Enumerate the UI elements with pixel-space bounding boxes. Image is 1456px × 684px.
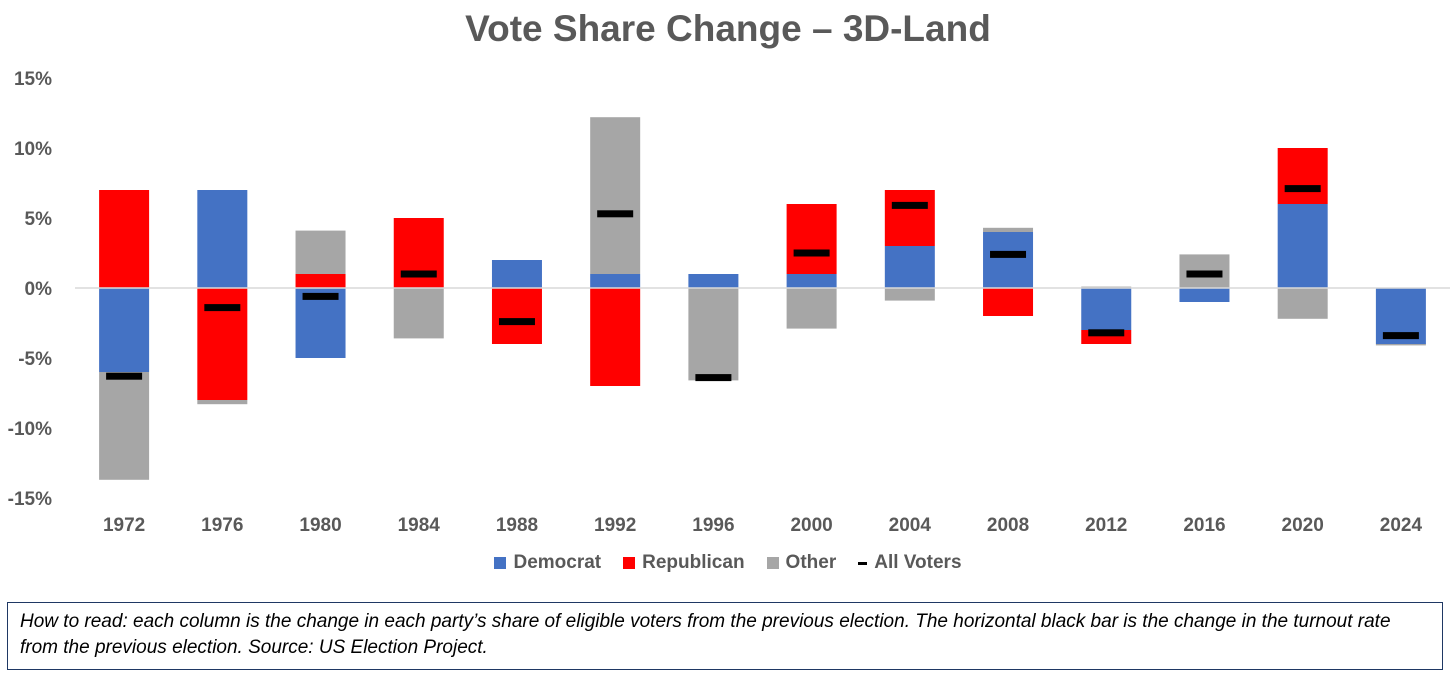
- all-voters-dash-2008: [990, 250, 1027, 258]
- bar-democrat-2016: [1179, 288, 1230, 302]
- bar-other-2004: [884, 288, 935, 301]
- legend: Democrat Republican Other All Voters: [0, 552, 1456, 574]
- bar-republican-2000: [786, 204, 837, 274]
- all-voters-dash-2016: [1186, 270, 1223, 278]
- y-axis: 15% 10% 5% 0% -5% -10% -15%: [8, 69, 52, 510]
- x-tick-label: 2000: [790, 515, 832, 536]
- x-tick-label: 1976: [201, 515, 243, 536]
- bar-democrat-2008: [983, 232, 1034, 288]
- bar-republican-2004: [884, 190, 935, 246]
- all-voters-dash-2012: [1088, 329, 1125, 337]
- legend-swatch: [494, 557, 507, 569]
- y-tick-label: -10%: [8, 419, 52, 440]
- bar-other-2008: [983, 227, 1034, 232]
- bar-other-1996: [688, 288, 739, 381]
- y-tick-label: -5%: [18, 349, 52, 370]
- chart-title: Vote Share Change – 3D-Land: [465, 8, 991, 49]
- bar-republican-1992: [590, 288, 641, 386]
- x-tick-label: 1984: [398, 515, 441, 536]
- all-voters-dash-1976: [204, 304, 241, 312]
- legend-label: Other: [785, 552, 837, 573]
- all-voters-dash-1972: [106, 372, 143, 380]
- bar-other-1976: [197, 400, 248, 405]
- all-voters-dash-1984: [400, 270, 437, 278]
- bar-other-1972: [99, 372, 150, 480]
- bar-republican-1988: [491, 288, 542, 344]
- bar-democrat-1992: [590, 274, 641, 288]
- y-tick-label: 15%: [14, 69, 52, 90]
- how-to-read-note: How to read: each column is the change i…: [7, 602, 1443, 670]
- bar-republican-2020: [1277, 148, 1328, 204]
- all-voters-dash-1980: [302, 292, 339, 300]
- x-tick-label: 2004: [889, 515, 932, 536]
- bar-democrat-1996: [688, 274, 739, 288]
- all-voters-dash-2004: [891, 201, 928, 209]
- y-tick-label: 0%: [25, 279, 53, 300]
- bar-republican-1972: [99, 190, 150, 288]
- legend-label: Republican: [642, 552, 745, 573]
- x-tick-label: 1992: [594, 515, 636, 536]
- legend-item-republican: Republican: [623, 552, 745, 574]
- all-voters-markers: [106, 185, 1419, 382]
- bar-democrat-2004: [884, 246, 935, 288]
- all-voters-dash-2020: [1284, 185, 1321, 193]
- all-voters-dash-1992: [597, 210, 634, 218]
- all-voters-dash-1996: [695, 374, 732, 382]
- x-tick-label: 2024: [1380, 515, 1423, 536]
- bar-other-1992: [590, 117, 641, 274]
- bar-democrat-2020: [1277, 204, 1328, 288]
- all-voters-dash-2024: [1382, 332, 1419, 340]
- legend-label: All Voters: [874, 552, 962, 573]
- x-tick-label: 1988: [496, 515, 538, 536]
- x-tick-label: 2020: [1282, 515, 1324, 536]
- bar-democrat-2000: [786, 274, 837, 288]
- y-tick-label: -15%: [8, 489, 52, 510]
- x-tick-label: 1972: [103, 515, 145, 536]
- all-voters-dash-1988: [498, 318, 535, 326]
- legend-swatch: [766, 557, 779, 569]
- x-tick-label: 1996: [692, 515, 734, 536]
- bar-other-2000: [786, 288, 837, 329]
- legend-label: Democrat: [513, 552, 602, 573]
- legend-dash-marker: [858, 561, 868, 565]
- y-tick-label: 10%: [14, 139, 52, 160]
- x-tick-label: 2012: [1085, 515, 1127, 536]
- bar-democrat-1972: [99, 288, 150, 372]
- bar-democrat-1988: [491, 260, 542, 288]
- bar-republican-1980: [295, 274, 346, 288]
- x-tick-label: 1980: [299, 515, 341, 536]
- legend-item-all-voters: All Voters: [858, 552, 962, 574]
- bar-other-2024: [1375, 344, 1426, 346]
- x-tick-label: 2016: [1183, 515, 1225, 536]
- bar-other-1980: [295, 230, 346, 274]
- all-voters-dash-2000: [793, 249, 830, 257]
- bar-other-2020: [1277, 288, 1328, 319]
- bars-group: [99, 117, 1426, 480]
- x-tick-label: 2008: [987, 515, 1029, 536]
- legend-item-other: Other: [766, 552, 837, 574]
- y-tick-label: 5%: [25, 209, 53, 230]
- bar-other-1984: [393, 288, 444, 339]
- bar-democrat-1976: [197, 190, 248, 288]
- chart-plot: 15%10%5%0%-5%-10%-15% 1972 1976 1980 1984 19…: [8, 69, 1450, 536]
- x-axis: 1972 1976 1980 1984 1988 1992 1996 2000 2004 2008…: [103, 515, 1422, 536]
- bar-republican-2008: [983, 288, 1034, 316]
- bar-democrat-2012: [1081, 288, 1132, 330]
- legend-swatch: [623, 557, 636, 569]
- legend-item-democrat: Democrat: [494, 552, 601, 574]
